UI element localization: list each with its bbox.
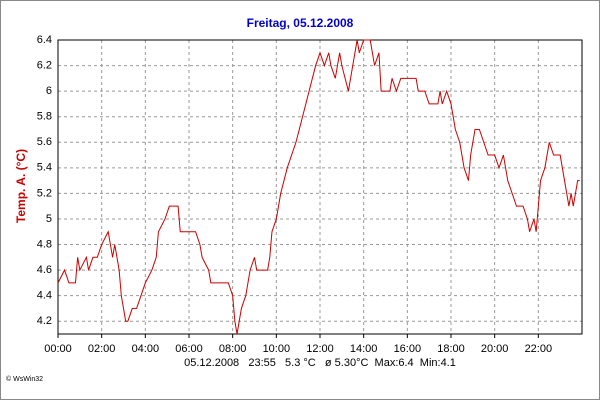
y-tick-label: 5.2 [37, 187, 52, 199]
x-tick-label: 12:00 [306, 343, 334, 355]
y-axis-label: Temp. A. (°C) [14, 149, 28, 223]
x-tick-label: 18:00 [437, 343, 465, 355]
x-tick-label: 00:00 [44, 343, 72, 355]
y-tick-label: 5 [46, 213, 52, 225]
footer: 05.12.2008 23:55 5.3 °C ø 5.30°C Max:6.4… [184, 357, 456, 369]
x-tick-label: 16:00 [394, 343, 422, 355]
line-series [57, 39, 580, 335]
y-tick-label: 6.4 [37, 34, 52, 46]
y-tick-label: 5.4 [37, 162, 52, 174]
x-tick-label: 22:00 [525, 343, 553, 355]
x-tick-label: 14:00 [350, 343, 378, 355]
y-tick-label: 4.6 [37, 264, 52, 276]
plot-border [57, 39, 583, 335]
y-tick-label: 6 [46, 85, 52, 97]
x-tick-label: 08:00 [219, 343, 247, 355]
x-tick-label: 02:00 [88, 343, 116, 355]
y-tick-label: 6.2 [37, 59, 52, 71]
y-tick-label: 4.8 [37, 238, 52, 250]
x-tick-label: 20:00 [481, 343, 509, 355]
x-tick-label: 04:00 [132, 343, 160, 355]
x-tick-label: 06:00 [175, 343, 203, 355]
x-tick-label: 10:00 [263, 343, 291, 355]
chart-title: Freitag, 05.12.2008 [247, 16, 354, 30]
y-tick-label: 4.2 [37, 315, 52, 327]
y-tick-label: 5.8 [37, 111, 52, 123]
y-tick-label: 4.4 [37, 290, 52, 302]
y-tick-label: 5.6 [37, 136, 52, 148]
credit: © WsWin32 [6, 375, 43, 383]
